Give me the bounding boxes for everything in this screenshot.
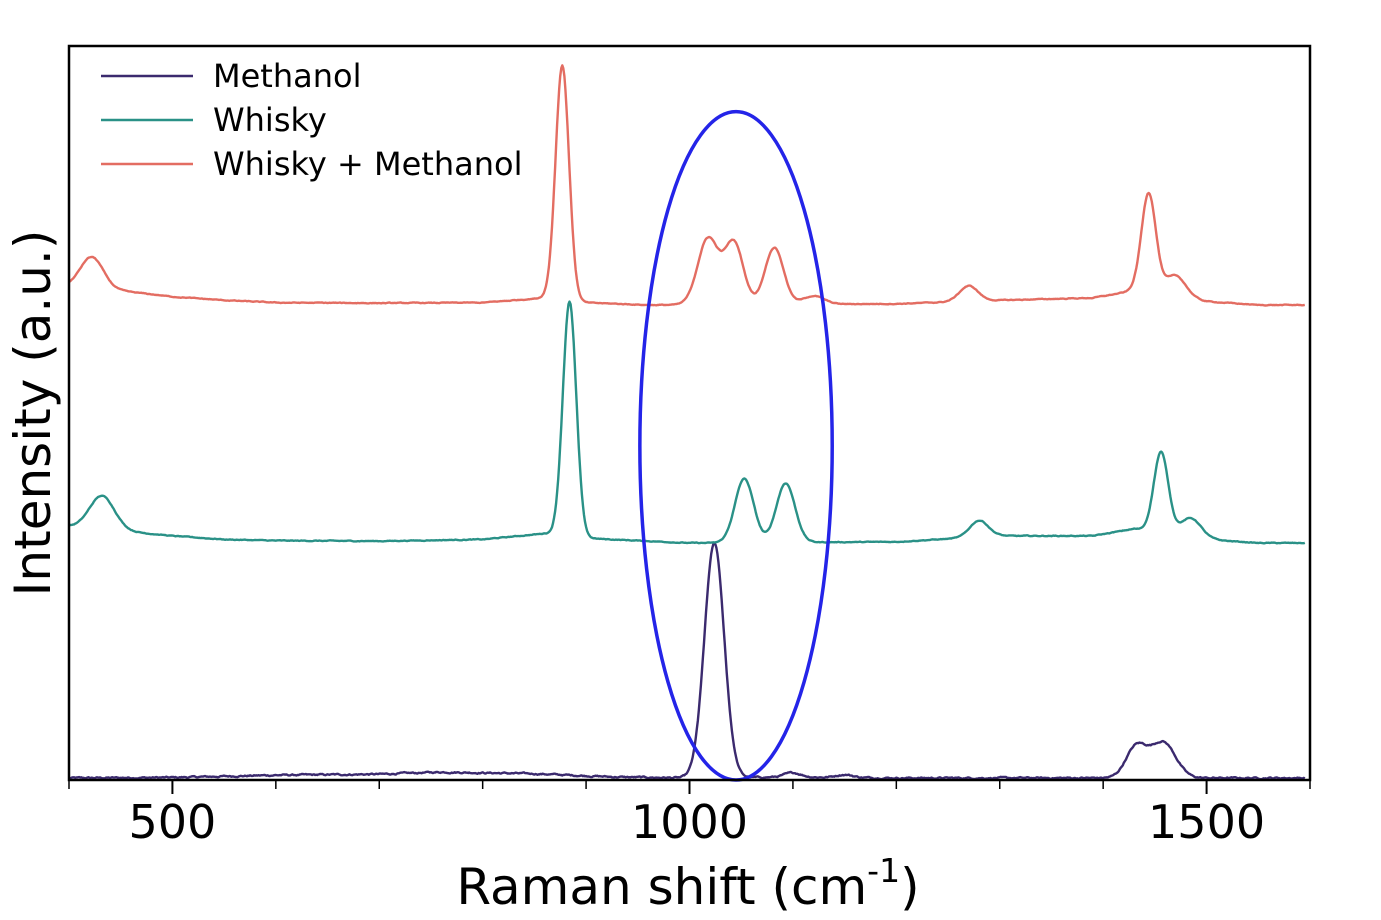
annotation-group [638, 109, 834, 782]
series-line-whisky-methanol [68, 64, 1306, 307]
x-tick-label: 500 [129, 795, 217, 849]
x-axis-title: Raman shift (cm-1) [456, 851, 919, 916]
x-tick-label: 1500 [1148, 795, 1265, 849]
x-axis-title-main: Raman shift (cm [456, 858, 867, 916]
legend-label: Methanol [213, 57, 361, 95]
highlight-ellipse [638, 109, 834, 782]
x-axis-title-end: ) [900, 858, 920, 916]
series-line-methanol [68, 542, 1306, 781]
legend-label: Whisky [213, 101, 327, 139]
x-axis-title-superscript: -1 [867, 851, 900, 890]
x-tick-label: 1000 [631, 795, 748, 849]
x-axis-ticks [68, 780, 1311, 794]
y-axis-title: Intensity (a.u.) [4, 230, 62, 597]
plot-series-group [68, 64, 1306, 781]
x-axis-tick-labels: 500 1000 1500 [129, 795, 1266, 849]
legend: Methanol Whisky Whisky + Methanol [101, 57, 522, 183]
series-line-whisky [68, 300, 1306, 545]
legend-label: Whisky + Methanol [213, 145, 522, 183]
